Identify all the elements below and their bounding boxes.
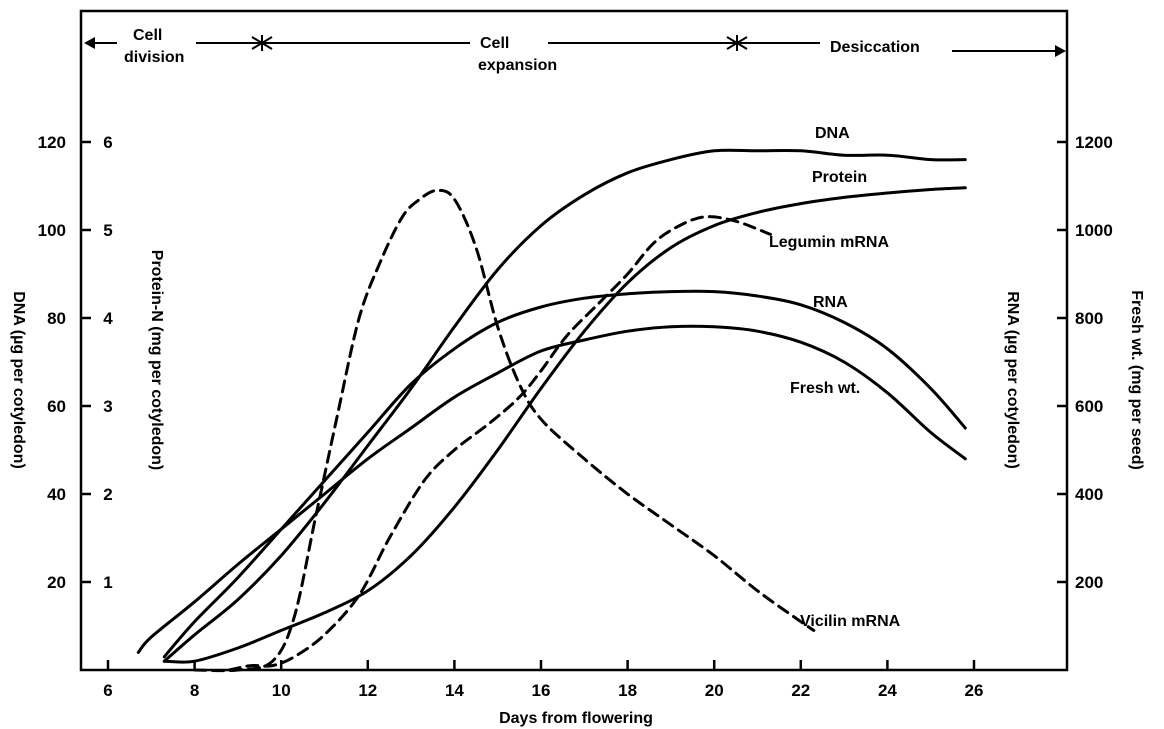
y-axis-title-rna: RNA (µg per cotyledon) [1004, 291, 1021, 469]
series-label-protein: Protein [812, 169, 867, 186]
y-tick-label-rna-800: 800 [1075, 309, 1103, 328]
y-tick-label-rna-1200: 1200 [1075, 133, 1113, 152]
phase-divider-1-icon [251, 35, 273, 51]
phase-arrow-right-icon [1055, 45, 1066, 57]
right-axis: 200 400 600 800 1000 1200 [1057, 133, 1113, 592]
phase-label-cell-division-2: division [124, 49, 184, 66]
x-tick-label-20: 20 [705, 681, 724, 700]
y-tick-label-dna-120: 120 [38, 133, 66, 152]
series-line-dna [162, 148, 967, 663]
x-tick-label-8: 8 [190, 681, 199, 700]
y-tick-label-rna-400: 400 [1075, 485, 1103, 504]
y-tick-label-dna-60: 60 [47, 397, 66, 416]
phase-label-cell-division-1: Cell [133, 27, 162, 44]
series-line-legumin-mrna [227, 215, 772, 672]
y-tick-label-protein-2: 2 [103, 485, 112, 504]
x-tick-label-14: 14 [445, 681, 464, 700]
x-tick-label-6: 6 [103, 681, 112, 700]
y-tick-label-dna-100: 100 [38, 221, 66, 240]
series-label-dna: DNA [815, 125, 850, 142]
y-tick-label-rna-200: 200 [1075, 573, 1103, 592]
x-tick-label-12: 12 [358, 681, 377, 700]
phase-label-desiccation: Desiccation [830, 39, 920, 56]
series-label-rna: RNA [813, 294, 848, 311]
x-tick-label-16: 16 [532, 681, 551, 700]
phase-divider-2-icon [726, 35, 748, 51]
phase-arrow-left-icon [84, 37, 95, 49]
x-tick-label-22: 22 [791, 681, 810, 700]
y-tick-label-protein-6: 6 [103, 133, 112, 152]
y-tick-label-protein-5: 5 [103, 221, 112, 240]
y-tick-label-protein-1: 1 [103, 573, 112, 592]
series-line-fresh-wt [136, 324, 967, 654]
y-tick-label-dna-20: 20 [47, 573, 66, 592]
y-tick-label-dna-80: 80 [47, 309, 66, 328]
series-layer [136, 148, 967, 673]
y-axis-title-protein: Protein-N (mg per cotyledon) [148, 250, 165, 470]
series-label-legumin-mrna: Legumin mRNA [769, 234, 889, 251]
y-tick-label-dna-40: 40 [47, 485, 66, 504]
x-tick-label-18: 18 [618, 681, 637, 700]
series-label-fresh-wt: Fresh wt. [790, 380, 860, 397]
phase-label-cell-expansion-1: Cell [480, 35, 509, 52]
y-tick-label-rna-1000: 1000 [1075, 221, 1113, 240]
y-axis-title-dna: DNA (µg per cotyledon) [10, 291, 27, 469]
plot-frame [79, 9, 1069, 672]
series-line-vicilin-mrna [193, 188, 816, 673]
x-axis-title: Days from flowering [499, 710, 653, 727]
series-line-rna [162, 289, 967, 659]
x-tick-label-24: 24 [878, 681, 897, 700]
phase-label-cell-expansion-2: expansion [478, 57, 557, 74]
y-tick-label-protein-3: 3 [103, 397, 112, 416]
series-label-vicilin-mrna: Vicilin mRNA [800, 613, 901, 630]
x-tick-label-26: 26 [965, 681, 984, 700]
x-axis: 6 8 10 12 14 16 18 20 22 24 26 [103, 660, 983, 700]
left-axis: 20 40 60 80 100 120 1 2 3 4 5 6 [38, 133, 114, 592]
series-line-protein [162, 186, 967, 664]
y-axis-title-fresh-wt: Fresh wt. (mg per seed) [1128, 290, 1145, 470]
phase-bar: Cell division Cell expansion Desiccation [84, 27, 1066, 74]
y-tick-label-rna-600: 600 [1075, 397, 1103, 416]
x-tick-label-10: 10 [272, 681, 291, 700]
y-tick-label-protein-4: 4 [103, 309, 113, 328]
